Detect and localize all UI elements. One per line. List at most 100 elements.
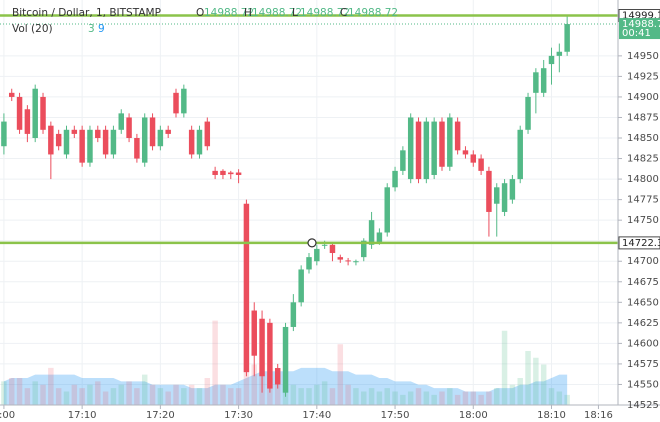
candle-body xyxy=(55,133,62,147)
volume-bar xyxy=(564,394,570,405)
volume-bar xyxy=(63,391,70,405)
y-tick-label: 14900 xyxy=(627,92,659,103)
y-tick-label: 14875 xyxy=(627,112,659,123)
volume-bar xyxy=(447,388,453,405)
ohlc-value: 14988.72 xyxy=(204,7,254,19)
volume-bar xyxy=(415,388,422,405)
candle-body xyxy=(220,170,226,175)
candle-body xyxy=(447,117,453,167)
x-tick-label: 18:16 xyxy=(584,410,613,421)
candle-body xyxy=(134,138,140,159)
ohlc-label: L xyxy=(292,7,298,19)
candle-body xyxy=(212,170,218,175)
candle-body xyxy=(298,269,304,303)
volume-bar xyxy=(540,364,547,405)
volume-bar xyxy=(548,388,555,405)
candle-body xyxy=(188,129,195,155)
volume-bar xyxy=(55,388,62,405)
candle-body xyxy=(79,129,85,163)
volume-bar xyxy=(149,384,156,405)
y-tick-label: 14625 xyxy=(627,318,659,329)
candle-body xyxy=(392,170,398,188)
ohlc-label: O xyxy=(196,7,204,19)
candle-body xyxy=(87,129,93,163)
volume-bar xyxy=(392,391,398,405)
candle-body xyxy=(407,117,414,180)
volume-bar xyxy=(16,378,23,405)
volume-bar xyxy=(290,384,297,405)
candle-body xyxy=(533,72,539,93)
ohlc-value: 14988.72 xyxy=(300,7,350,19)
volume-bar xyxy=(478,394,484,405)
volume-bar xyxy=(423,391,430,405)
volume-bar xyxy=(298,388,304,405)
volume-bar xyxy=(329,388,336,405)
volume-bar xyxy=(556,391,563,405)
volume-bar xyxy=(525,351,531,405)
candle-body xyxy=(102,129,109,155)
candle-body xyxy=(204,121,211,147)
candle-body xyxy=(149,117,156,147)
level-label: 14999.13 xyxy=(622,11,660,22)
grid xyxy=(0,0,618,406)
volume-bar xyxy=(141,374,148,405)
volume-bar xyxy=(321,381,328,405)
candle-body xyxy=(165,129,171,134)
x-tick-label: 17:30 xyxy=(224,410,253,421)
plot xyxy=(0,14,618,397)
candle-body xyxy=(509,179,516,200)
volume-bar xyxy=(306,388,312,405)
candle-body xyxy=(1,121,7,147)
y-tick-label: 14525 xyxy=(627,400,659,411)
candle-body xyxy=(71,129,78,134)
countdown-label: 00:41 xyxy=(622,28,651,39)
volume-bar xyxy=(376,391,383,405)
ohlc-label: H xyxy=(244,7,252,19)
volume-bar xyxy=(71,384,78,405)
volume-bar xyxy=(533,357,539,405)
y-tick-label: 14950 xyxy=(627,51,659,62)
volume-bar xyxy=(454,394,461,405)
candle-body xyxy=(525,96,531,130)
candle-body xyxy=(462,150,469,155)
candle-body xyxy=(423,121,430,180)
level-label: 14722.34 xyxy=(622,238,660,249)
candle-body xyxy=(431,121,437,175)
volume-bar xyxy=(134,388,140,405)
x-tick-label: 7:00 xyxy=(0,410,15,421)
volume-bar xyxy=(274,381,281,405)
axes: 14525 14550 14575 14600 14625 14650 14675 14700… xyxy=(0,9,660,421)
volume-bar xyxy=(173,384,179,405)
y-tick-label: 14850 xyxy=(627,133,659,144)
volume-bar xyxy=(1,381,7,405)
volume-bar xyxy=(212,320,218,405)
x-tick-label: 17:20 xyxy=(146,410,175,421)
header: Bitcoin / Dollar, 1, BITSTAMP Vol (20) 3… xyxy=(12,7,398,35)
last-price-label: 14988.72 xyxy=(622,19,660,30)
candle-body xyxy=(274,368,281,385)
volume-bar xyxy=(157,388,164,405)
volume-bar xyxy=(79,388,85,405)
volume-bar xyxy=(220,384,226,405)
symbol-title: Bitcoin / Dollar, 1, BITSTAMP xyxy=(12,7,161,19)
volume-bar xyxy=(228,388,234,405)
candle-body xyxy=(517,129,523,180)
y-tick-label: 14700 xyxy=(627,256,659,267)
candle-body xyxy=(141,117,148,163)
candle-body xyxy=(118,113,124,130)
volume-bar xyxy=(40,384,46,405)
candle-body xyxy=(282,326,289,393)
candle-body xyxy=(157,129,164,147)
candle-body xyxy=(306,257,312,270)
volume-bar xyxy=(251,364,257,405)
candle-body xyxy=(32,88,38,139)
y-tick-label: 14600 xyxy=(627,338,659,349)
candle-body xyxy=(267,322,273,389)
volume-bar xyxy=(110,388,117,405)
y-tick-label: 14650 xyxy=(627,297,659,308)
x-tick-label: 18:10 xyxy=(537,410,566,421)
volume-bar xyxy=(470,391,477,405)
candle-body xyxy=(314,248,320,262)
